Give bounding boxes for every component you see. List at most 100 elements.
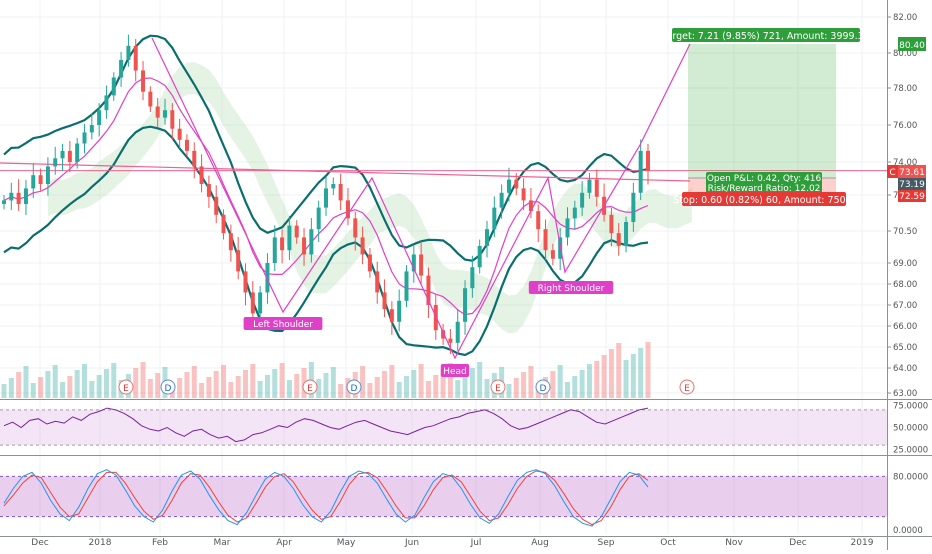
candle-body <box>38 175 43 184</box>
candle-body <box>419 254 424 276</box>
current-flag-label: C <box>889 168 895 178</box>
candle-body <box>45 166 50 184</box>
volume-bar <box>235 376 241 398</box>
candle-body <box>302 237 307 255</box>
x-tick-label: Apr <box>276 538 292 548</box>
candle-body <box>89 125 94 133</box>
moving-averages <box>0 77 887 316</box>
x-tick-label: Dec <box>31 538 48 548</box>
volume-bar <box>521 372 527 398</box>
volume-bar <box>184 372 190 398</box>
pattern-label-box <box>440 364 470 377</box>
volume-bar <box>455 380 461 398</box>
y-tick-label: 74.00 <box>893 158 917 168</box>
candle-body <box>23 188 28 204</box>
x-tick-label: Feb <box>152 538 168 548</box>
stop-price-badge <box>898 190 926 202</box>
event-marker-label: E <box>684 384 690 394</box>
candle-body <box>587 179 592 193</box>
candle-body <box>485 229 489 246</box>
volume-bar <box>389 365 395 398</box>
volume-bar <box>462 374 468 398</box>
x-tick-label: May <box>337 538 356 548</box>
volume-bar <box>594 361 600 398</box>
candle-body <box>75 143 80 162</box>
rsi-tick-label: 50.0000 <box>893 424 928 434</box>
rsi-band <box>0 409 887 446</box>
candle-body <box>521 188 526 201</box>
volume-bar <box>264 375 270 398</box>
candle-body <box>353 218 358 238</box>
volume-bar <box>484 379 490 398</box>
volume-bar <box>191 366 197 398</box>
candle-body <box>631 192 636 222</box>
open-pl-label: Open P&L: 0.42, Qty: 416 <box>707 174 822 184</box>
event-marker-label: D <box>540 384 547 394</box>
candle-body <box>375 271 380 293</box>
volume-bar <box>513 378 519 398</box>
y-tick-label: 63.00 <box>893 389 917 399</box>
candle-body <box>616 233 621 246</box>
volume-bar <box>630 354 636 398</box>
rsi-tick-label: 25.0000 <box>893 446 928 456</box>
volume-bar <box>440 369 446 398</box>
target-label-box <box>672 28 860 42</box>
candle-body <box>148 91 153 107</box>
y-tick-label: 64.00 <box>893 364 917 374</box>
candle-body <box>250 292 255 314</box>
volume-bar <box>155 373 161 398</box>
x-tick-label: 2019 <box>851 538 874 548</box>
candle-body <box>243 271 248 293</box>
candle-body <box>60 150 65 159</box>
candle-body <box>228 233 233 251</box>
volume-bar <box>638 348 644 398</box>
volume-bar <box>286 380 292 398</box>
volume-bar <box>433 375 439 398</box>
volume-bar <box>147 379 153 398</box>
volume-bar <box>1 384 7 398</box>
event-marker-label: D <box>351 384 358 394</box>
candle-body <box>389 309 394 322</box>
stoch-k-line <box>3 469 649 527</box>
current-price-label: 73.61 <box>899 168 925 178</box>
stochastic-pane <box>0 469 887 527</box>
event-marker-label: E <box>495 384 501 394</box>
volume-bar <box>133 368 139 398</box>
candle-body <box>345 200 350 219</box>
x-tick-label: Jul <box>470 538 482 548</box>
entry-price-badge <box>898 178 926 190</box>
ichimoku-cloud <box>47 62 692 334</box>
risk-reward-label: Risk/Reward Ratio: 12.02 <box>708 184 821 194</box>
pattern-label-box <box>243 317 323 330</box>
candle-body <box>404 271 409 301</box>
candle-body <box>119 60 124 78</box>
candle-body <box>638 150 643 193</box>
candle-body <box>258 292 263 314</box>
volume-bar <box>338 384 344 398</box>
volume-bar <box>586 364 592 398</box>
volume-bar <box>565 382 570 398</box>
long-position-tool[interactable]: Target: 7.21 (9.85%) 721, Amount: 3999.3… <box>661 28 870 206</box>
candle-body <box>192 150 197 167</box>
candle-body <box>536 211 541 230</box>
dividend-marker <box>535 379 551 395</box>
x-tick-label: Sep <box>598 538 615 548</box>
candle-body <box>499 192 504 208</box>
y-tick-label: 65.00 <box>893 343 917 353</box>
volume-bar <box>645 342 651 398</box>
event-marker-label: E <box>123 384 129 394</box>
candle-body <box>184 139 189 151</box>
volume-bar <box>279 363 285 398</box>
candle-body <box>67 150 72 162</box>
dividend-marker <box>160 379 176 395</box>
head-shoulders-pattern: Left Shoulder Head Right Shoulder <box>151 37 691 377</box>
volume-bar <box>272 369 278 398</box>
candle-body <box>53 158 58 167</box>
candle-body <box>199 166 204 184</box>
current-flag-badge <box>887 165 898 178</box>
target-zone <box>688 44 836 178</box>
volume-bar <box>67 376 73 398</box>
candle-body <box>111 77 116 96</box>
